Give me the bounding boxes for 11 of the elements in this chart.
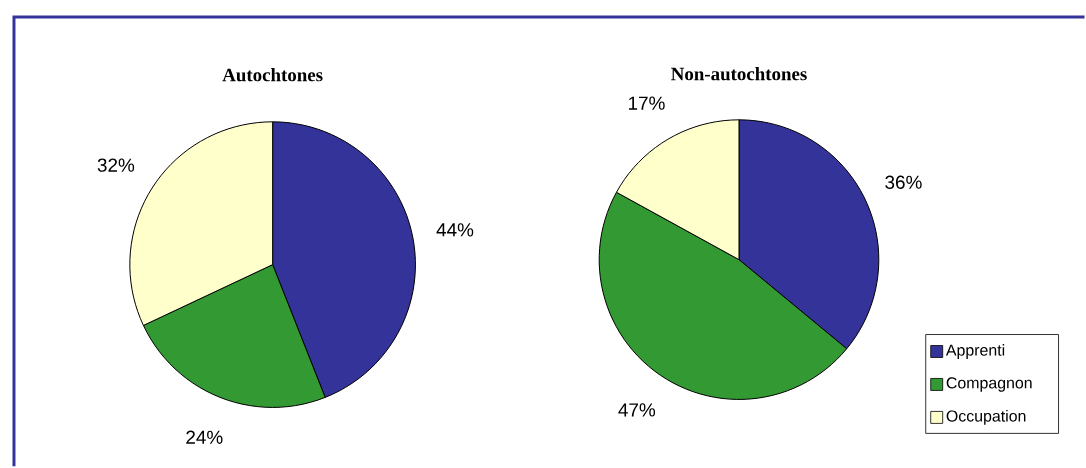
chart-title: Non-autochtones: [671, 67, 807, 81]
data-label: 17%: [628, 96, 665, 110]
chart-title: Autochtones: [222, 68, 323, 82]
legend-label: Apprenti: [945, 344, 1005, 360]
data-label: 36%: [885, 175, 922, 190]
legend-label: Compagnon: [946, 377, 1032, 392]
legend-label: Occupation: [946, 410, 1026, 425]
data-label: 47%: [618, 403, 656, 417]
data-label: 44%: [436, 223, 474, 237]
data-label: 24%: [186, 430, 223, 444]
data-label: 32%: [97, 158, 135, 172]
